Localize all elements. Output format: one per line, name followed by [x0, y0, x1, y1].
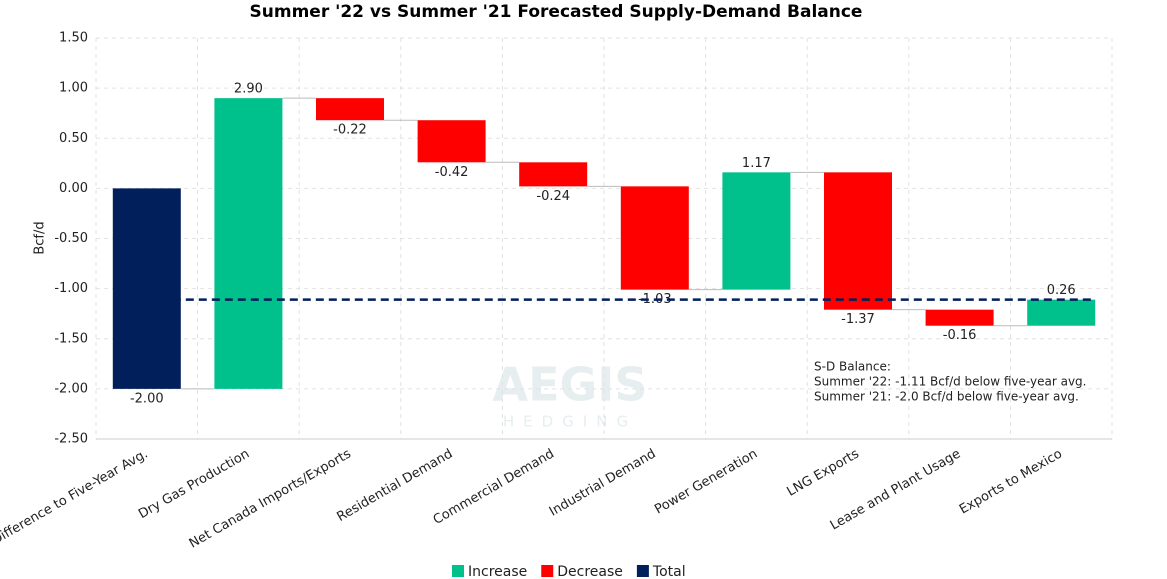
y-tick-label: 1.50 [59, 31, 88, 46]
data-label: -0.42 [435, 165, 469, 180]
bar [925, 309, 994, 326]
x-tick-label: Industrial Demand [547, 447, 659, 520]
y-tick-label: 0.00 [59, 181, 88, 196]
data-label: -0.22 [333, 123, 367, 138]
bar [519, 162, 588, 187]
x-tick-label: Exports to Mexico [957, 446, 1065, 517]
legend-label: Decrease [557, 564, 623, 579]
bar [722, 172, 791, 290]
data-label: 1.17 [742, 156, 771, 171]
data-label: -0.24 [536, 189, 570, 204]
data-label: -1.37 [841, 312, 875, 327]
bar [214, 98, 283, 389]
x-tick-label: Difference to Five-Year Avg. [0, 447, 151, 549]
y-tick-label: -2.00 [54, 381, 88, 396]
legend-label: Increase [468, 564, 527, 579]
data-label: 2.90 [234, 82, 263, 97]
y-tick-label: -2.50 [54, 432, 88, 447]
bar [1027, 299, 1096, 326]
x-tick-label: Power Generation [652, 447, 760, 518]
annotation: S-D Balance: [814, 360, 891, 374]
y-axis-title: Bcf/d [33, 221, 48, 254]
bar [620, 186, 689, 290]
watermark: AEGIS [492, 358, 647, 412]
data-label: 0.26 [1047, 283, 1076, 298]
legend-swatch [452, 565, 464, 577]
y-tick-label: 1.00 [59, 81, 88, 96]
y-tick-label: -1.00 [54, 281, 88, 296]
x-tick-label: LNG Exports [785, 446, 862, 499]
x-tick-label: Net Canada Imports/Exports [187, 446, 354, 551]
legend-swatch [636, 565, 649, 577]
data-label: -2.00 [130, 391, 164, 406]
legend-swatch [541, 565, 554, 577]
data-label: -0.16 [943, 328, 977, 343]
bar [112, 188, 181, 389]
annotation: Summer '22: -1.11 Bcf/d below five-year … [814, 375, 1087, 389]
bar [316, 98, 384, 121]
y-tick-label: -1.50 [54, 331, 88, 346]
chart-title: Summer '22 vs Summer '21 Forecasted Supp… [250, 2, 863, 22]
y-tick-label: 0.50 [59, 131, 88, 146]
bar [824, 172, 892, 310]
y-tick-label: -0.50 [54, 231, 88, 246]
legend-label: Total [652, 564, 686, 579]
watermark: HEDGING [503, 413, 637, 431]
annotation: Summer '21: -2.0 Bcf/d below five-year a… [814, 390, 1079, 404]
bar [417, 120, 486, 163]
